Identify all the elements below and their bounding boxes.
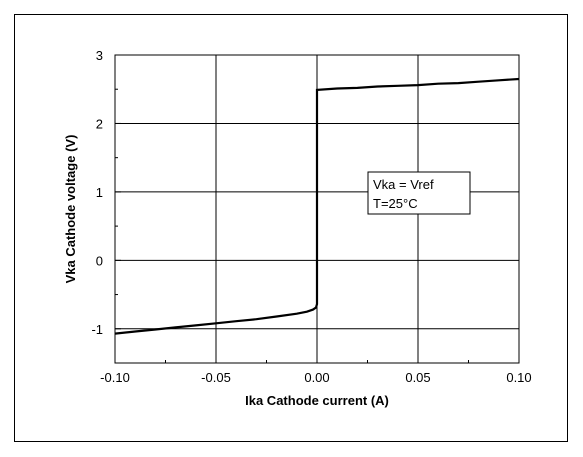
y-tick-label: 0 (96, 253, 103, 268)
y-axis-label: Vka Cathode voltage (V) (63, 135, 78, 284)
annotation-line-1: Vka = Vref (373, 177, 434, 192)
x-tick-label: 0.10 (506, 370, 531, 385)
y-tick-label: -1 (91, 322, 103, 337)
x-tick-label: -0.05 (201, 370, 231, 385)
chart: -0.10 -0.05 0.00 0.05 0.10 -1 0 1 2 3 Ika Cathode… (63, 48, 532, 408)
series-line (114, 77, 520, 335)
y-tick-label: 1 (96, 185, 103, 200)
annotation-line-2: T=25°C (373, 196, 418, 211)
chart-frame: -0.10 -0.05 0.00 0.05 0.10 -1 0 1 2 3 Ika Cathode… (14, 14, 568, 442)
y-tick-label: 3 (96, 48, 103, 63)
annotation-box: Vka = Vref T=25°C (367, 171, 471, 215)
x-tick-label: -0.10 (100, 370, 130, 385)
x-tick-label: 0.00 (304, 370, 329, 385)
tick-labels: -0.10 -0.05 0.00 0.05 0.10 -1 0 1 2 3 (91, 48, 531, 385)
y-tick-label: 2 (96, 116, 103, 131)
x-axis-label: Ika Cathode current (A) (245, 393, 389, 408)
x-tick-label: 0.05 (405, 370, 430, 385)
axis-ticks (114, 54, 520, 364)
